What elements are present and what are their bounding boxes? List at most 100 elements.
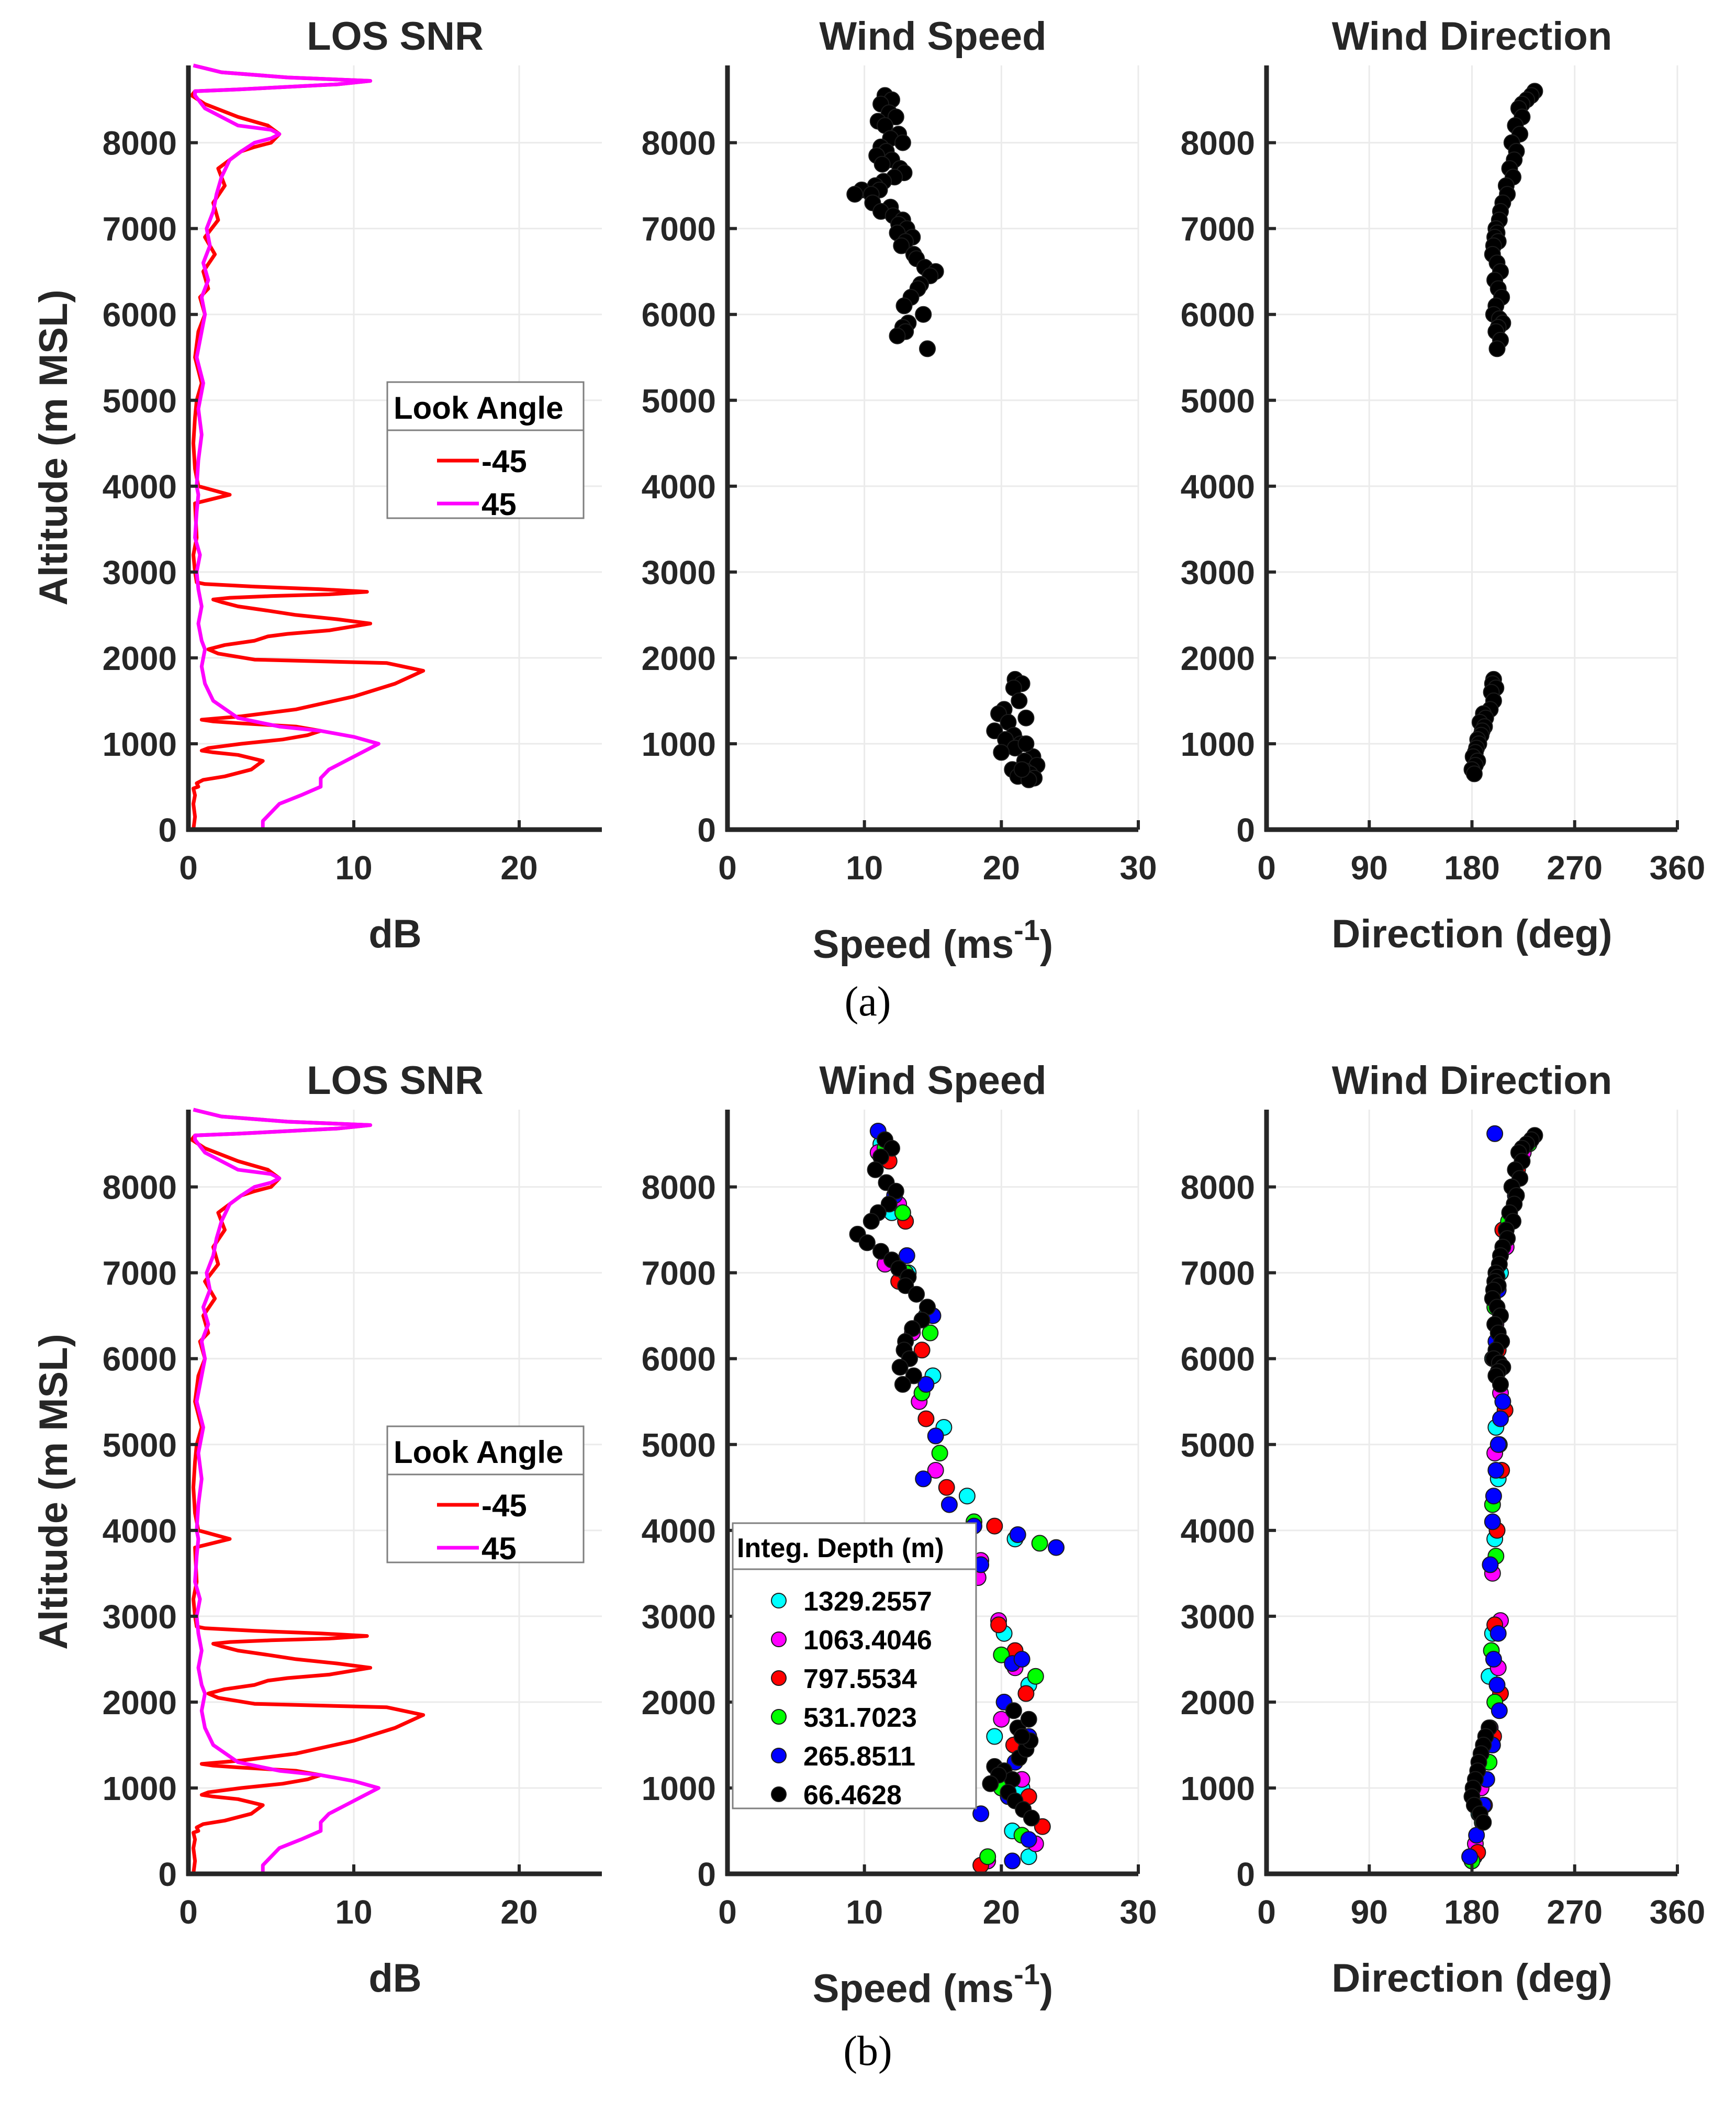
data-point [919, 340, 936, 357]
y-tick-label: 2000 [103, 640, 177, 677]
data-point [1020, 1848, 1037, 1865]
panel-b-snr: 0 10 20 0 1000 2000 3000 4000 5000 6000 7000 8000 LO… [31, 1058, 602, 2001]
y-tick-label: 2000 [1181, 1684, 1255, 1722]
data-point [990, 1616, 1007, 1634]
x-tick-label: 0 [1257, 849, 1276, 887]
data-point [1013, 1728, 1031, 1745]
y-tick-label: 0 [1236, 811, 1255, 849]
data-point [1027, 1668, 1044, 1685]
y-tick-label: 6000 [103, 1340, 177, 1378]
data-point [1485, 1488, 1502, 1505]
data-point [1013, 1650, 1031, 1668]
chart-title: LOS SNR [307, 1058, 484, 1103]
data-point [1491, 1702, 1508, 1719]
data-point [1489, 1436, 1507, 1453]
data-point [858, 1234, 876, 1251]
x-axis-label: Speed (ms-1) [813, 1958, 1053, 2011]
data-point [993, 1711, 1010, 1728]
legend-label: 797.5534 [803, 1664, 917, 1694]
panel-a-snr: 0 10 20 0 1000 2000 3000 4000 5000 6000 7000 8000 LO… [31, 14, 602, 956]
y-tick-label: 7000 [103, 210, 177, 248]
x-tick-label: 0 [718, 1893, 737, 1931]
y-tick-label: 5000 [642, 382, 716, 420]
y-tick-label: 4000 [642, 468, 716, 506]
data-point [917, 1376, 935, 1393]
data-point [883, 1139, 900, 1157]
data-point [889, 327, 906, 344]
y-tick-label: 7000 [1181, 1255, 1255, 1292]
data-point [1486, 1125, 1504, 1142]
x-tick-label: 30 [1119, 849, 1157, 887]
x-tick-label: 180 [1444, 1893, 1500, 1931]
legend-look-angle: Look Angle -45 45 [386, 381, 585, 522]
data-point [880, 1195, 898, 1213]
data-point [863, 1213, 880, 1230]
x-tick-label: 10 [335, 1893, 372, 1931]
data-point [1011, 692, 1028, 709]
data-point [1005, 1702, 1022, 1719]
legend-box [386, 1425, 585, 1563]
data-point [938, 1479, 955, 1496]
x-tick-label: 20 [983, 1893, 1020, 1931]
x-axis-label: Direction (deg) [1331, 1956, 1612, 2001]
data-point [1494, 1393, 1511, 1410]
y-axis-label: Altitude (m MSL) [31, 1334, 76, 1650]
data-point [1484, 1513, 1501, 1530]
legend-label: -45 [481, 444, 527, 479]
y-tick-label: 3000 [642, 1598, 716, 1636]
data-point [986, 722, 1003, 740]
x-axis-label-end: ) [1040, 1966, 1053, 2011]
y-tick-label: 8000 [103, 125, 177, 162]
legend-swatch-797.5534 [771, 1670, 787, 1686]
data-point [894, 134, 911, 151]
y-tick-label: 4000 [642, 1512, 716, 1550]
data-point [915, 1470, 932, 1488]
legend-label: 1329.2557 [803, 1586, 932, 1617]
panel-b-wind-speed: 0 10 20 30 0 1000 2000 3000 4000 5000 6000 7000 8000… [642, 1058, 1157, 2011]
data-point [887, 1182, 904, 1200]
y-tick-label: 4000 [103, 1512, 177, 1550]
legend-label: 66.4628 [803, 1780, 902, 1811]
y-tick-label: 3000 [642, 554, 716, 591]
data-point [1487, 1462, 1505, 1479]
y-tick-label: 6000 [1181, 1340, 1255, 1378]
legend-label: 45 [481, 487, 517, 522]
y-tick-label: 5000 [1181, 1426, 1255, 1464]
legend-box [386, 381, 585, 519]
data-point [927, 1462, 944, 1479]
data-point [979, 1848, 996, 1865]
y-tick-label: 6000 [1181, 296, 1255, 334]
y-tick-label: 3000 [103, 554, 177, 591]
data-point [1017, 709, 1035, 727]
y-tick-label: 8000 [1181, 1169, 1255, 1206]
y-tick-label: 5000 [1181, 382, 1255, 420]
y-tick-label: 2000 [642, 640, 716, 677]
panel-a-wind-direction: 0 90 180 270 360 0 1000 2000 3000 4000 5000 6000 700… [1181, 14, 1706, 956]
legend-swatch-531.7023 [771, 1709, 787, 1725]
data-point [982, 1775, 999, 1792]
x-axis-label-superscript: -1 [1014, 1958, 1040, 1991]
x-tick-label: 10 [335, 849, 372, 887]
data-point [1004, 1852, 1021, 1870]
data-point [1461, 1848, 1479, 1865]
data-point [993, 1646, 1010, 1663]
legend-label: -45 [481, 1488, 527, 1523]
x-tick-label: 360 [1650, 849, 1706, 887]
x-axis-label: Speed (ms-1) [813, 913, 1053, 967]
y-tick-label: 1000 [103, 1770, 177, 1807]
y-tick-label: 2000 [642, 1684, 716, 1722]
data-point [1492, 1376, 1509, 1393]
data-point [897, 1277, 914, 1294]
y-tick-label: 3000 [1181, 554, 1255, 591]
data-point [1488, 1677, 1506, 1694]
legend-integ-depth: Integ. Depth (m) 1329.2557 1063.4046 797.55… [732, 1522, 977, 1811]
y-tick-label: 0 [697, 1856, 716, 1893]
data-point [894, 1204, 911, 1221]
data-point [1020, 1711, 1037, 1728]
y-tick-label: 1000 [1181, 725, 1255, 763]
data-point [986, 1517, 1003, 1535]
x-tick-label: 20 [500, 849, 537, 887]
y-tick-label: 1000 [642, 1770, 716, 1807]
x-tick-label: 10 [846, 849, 883, 887]
